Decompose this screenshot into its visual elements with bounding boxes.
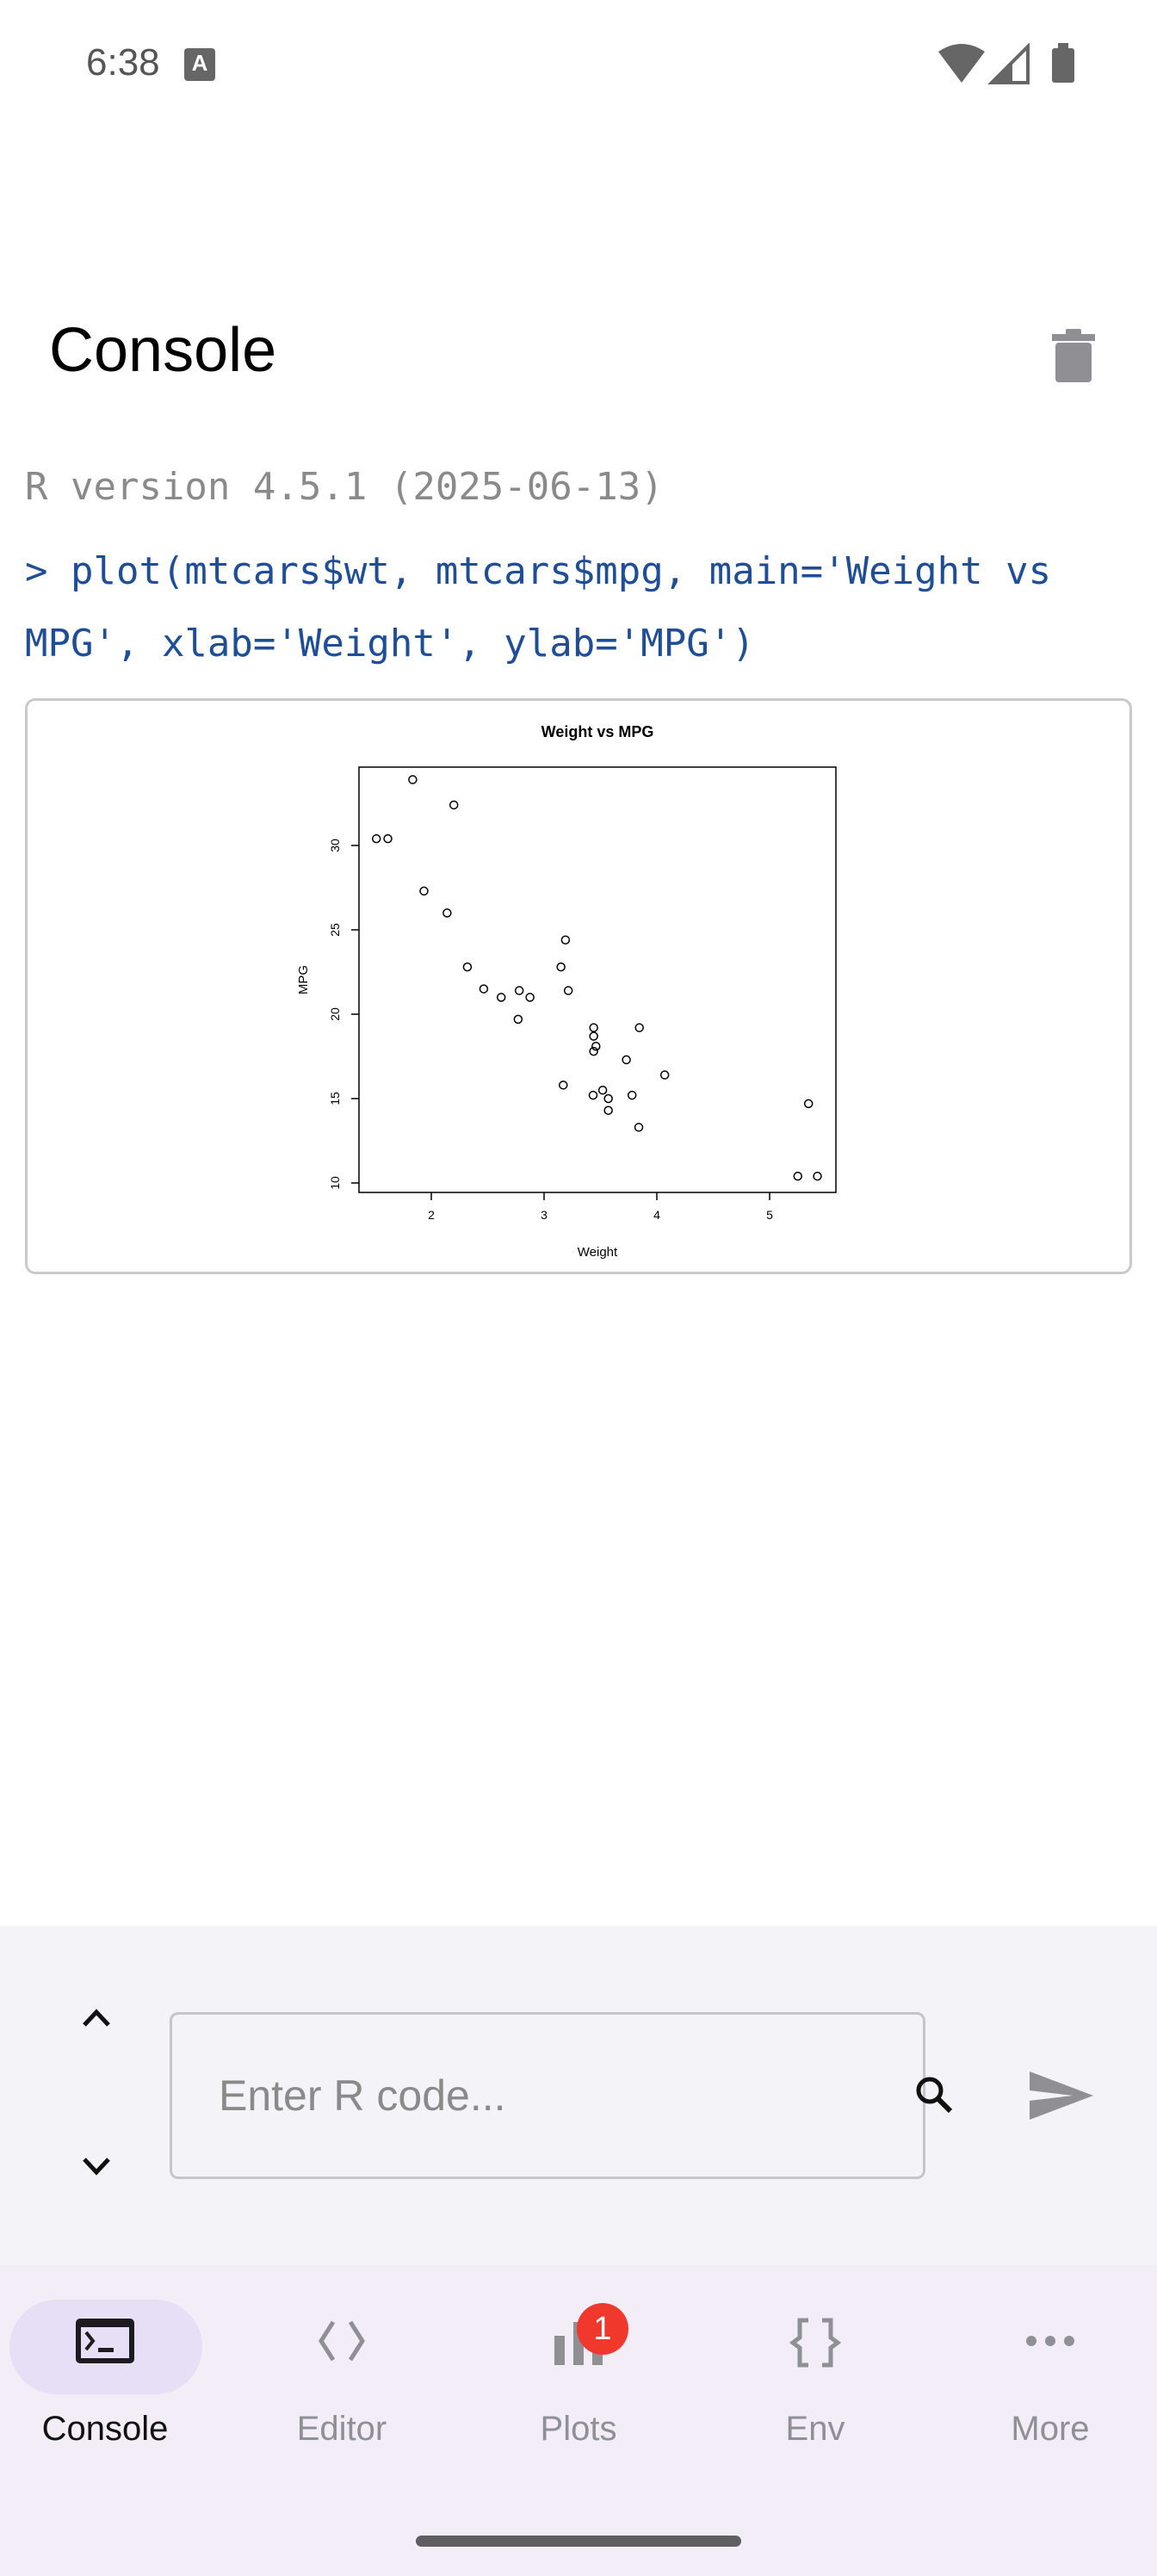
braces-icon <box>789 2318 842 2368</box>
nav-editor[interactable]: Editor <box>230 2300 454 2472</box>
data-point <box>442 908 452 918</box>
status-time: 6:38 <box>86 41 160 84</box>
data-point <box>589 1046 598 1056</box>
r-code-input[interactable] <box>170 2012 925 2179</box>
data-point <box>419 886 429 896</box>
data-point <box>371 833 381 844</box>
data-point <box>383 833 393 844</box>
send-icon[interactable] <box>1028 2070 1097 2121</box>
y-axis-label: MPG <box>296 965 311 994</box>
history-down-icon[interactable] <box>82 2156 111 2177</box>
data-point <box>408 775 418 784</box>
data-point <box>803 1099 814 1109</box>
notification-icon: A <box>184 48 215 81</box>
y-tick-label: 10 <box>328 1176 342 1190</box>
y-tick-label: 20 <box>328 1007 342 1021</box>
data-point <box>560 935 571 945</box>
data-point <box>813 1171 822 1181</box>
terminal-icon <box>76 2319 134 2363</box>
data-point <box>514 986 524 995</box>
data-point <box>559 1081 568 1090</box>
data-point <box>659 1070 670 1080</box>
y-tick-label: 15 <box>328 1092 342 1105</box>
data-point <box>513 1014 523 1025</box>
page-title: Console <box>49 316 277 385</box>
data-point <box>603 1093 613 1104</box>
nav-console[interactable]: Console <box>0 2300 217 2472</box>
y-tick-label: 30 <box>328 839 342 852</box>
history-up-icon[interactable] <box>82 2008 111 2028</box>
x-tick-label: 5 <box>766 1208 773 1222</box>
nav-label: More <box>1011 2410 1090 2448</box>
nav-label: Env <box>785 2410 845 2448</box>
chart-title: Weight vs MPG <box>541 723 654 740</box>
nav-more[interactable]: More <box>938 2300 1157 2472</box>
plot-frame <box>358 766 837 1193</box>
data-point <box>634 1123 644 1132</box>
nav-env[interactable]: Env <box>703 2300 927 2472</box>
trash-icon[interactable] <box>1052 329 1095 382</box>
data-point <box>597 1085 608 1095</box>
status-icons <box>938 43 1074 84</box>
home-indicator[interactable] <box>416 2536 741 2547</box>
data-point <box>589 1031 598 1041</box>
scatter-plot: Weight vs MPG Weight MPG 2 3 4 5 10 15 20 25 30 <box>296 723 837 1260</box>
console-output-version: R version 4.5.1 (2025-06-13) <box>25 465 664 509</box>
plots-badge: 1 <box>577 2303 628 2355</box>
data-point <box>563 986 573 995</box>
x-tick-label: 4 <box>653 1208 660 1222</box>
data-point <box>462 962 473 972</box>
console-command: > plot(mtcars$wt, mtcars$mpg, main='Weig… <box>25 549 1052 666</box>
data-point <box>622 1055 631 1065</box>
data-point <box>589 1023 598 1032</box>
y-tick-label: 25 <box>328 923 342 937</box>
data-point <box>588 1090 598 1100</box>
x-tick-label: 3 <box>541 1208 548 1222</box>
data-point <box>591 1041 601 1051</box>
nav-label: Console <box>41 2410 169 2448</box>
data-point <box>634 1023 644 1032</box>
x-axis-label: Weight <box>578 1245 618 1260</box>
battery-icon <box>1052 48 1074 83</box>
data-point <box>603 1105 613 1115</box>
data-point <box>627 1090 637 1100</box>
data-point <box>556 962 566 972</box>
more-horiz-icon <box>1026 2336 1074 2346</box>
data-point <box>449 800 459 810</box>
data-point <box>479 984 489 994</box>
search-icon[interactable] <box>913 2073 956 2116</box>
plot-card[interactable]: Weight vs MPG Weight MPG 2 3 4 5 10 15 20 25 30 <box>25 698 1132 1274</box>
code-icon <box>319 2320 365 2362</box>
wifi-icon <box>938 44 985 83</box>
data-point <box>496 993 506 1002</box>
x-tick-label: 2 <box>428 1208 435 1222</box>
data-point <box>525 993 535 1002</box>
nav-label: Editor <box>296 2410 387 2448</box>
nav-label: Plots <box>540 2410 617 2448</box>
data-point <box>793 1171 802 1181</box>
